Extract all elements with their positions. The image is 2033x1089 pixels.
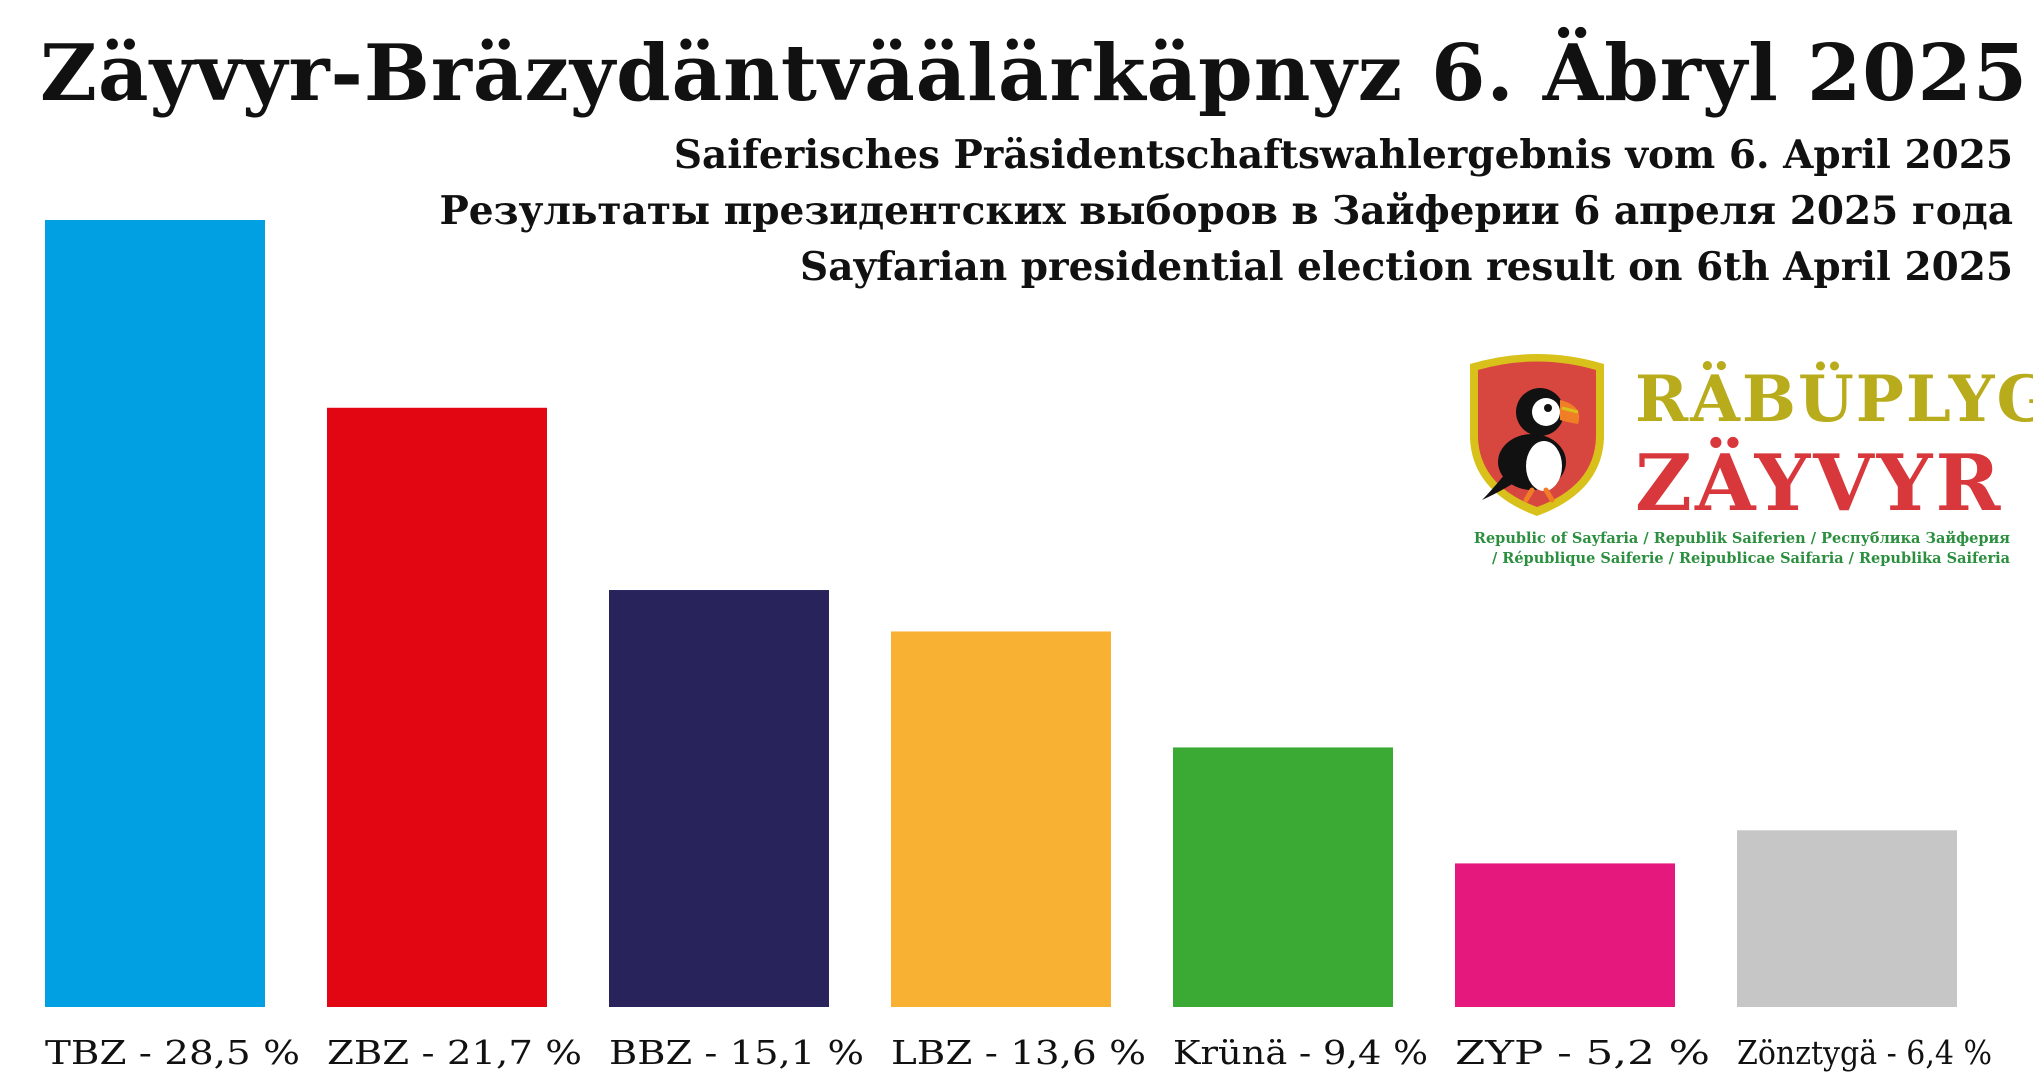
bar-label-zyp: ZYP - 5,2 % [1455,1033,1710,1072]
bar-label-krünä: Krünä - 9,4 % [1173,1033,1428,1072]
logo-word-sayfaria: ZÄYVYR [1635,438,2004,529]
bar-zbz [327,407,547,1007]
bar-label-lbz: LBZ - 13,6 % [891,1033,1146,1072]
logo-word-republic: RÄBÜPLYG [1635,362,2033,437]
bar-bbz [609,590,829,1007]
logo-names-line-1: Republic of Sayfaria / Republik Saiferie… [1473,530,2010,547]
bar-label-tbz: TBZ - 28,5 % [45,1033,300,1072]
bar-zyp [1455,863,1675,1007]
logo-names-line-2: / République Saiferie / Reipublicae Saif… [1491,550,2010,567]
bar-label-zönztygä: Zönztygä - 6,4 % [1737,1033,1992,1072]
bar-label-zbz: ZBZ - 21,7 % [327,1033,582,1072]
bar-zönztygä [1737,830,1957,1007]
bar-tbz [45,220,265,1007]
bar-lbz [891,631,1111,1007]
subtitle-english: Sayfarian presidential election result o… [800,244,2013,290]
subtitle-german: Saiferisches Präsidentschaftswahlergebni… [673,132,2013,178]
chart-title: Zäyvyr-Bräzydäntväälärkäpnyz 6. Äbryl 20… [40,28,2029,119]
subtitle-russian: Результаты президентских выборов в Зайфе… [439,188,2013,234]
bar-label-bbz: BBZ - 15,1 % [609,1033,864,1072]
puffin-shield-icon [1470,354,1604,516]
bar-krünä [1173,747,1393,1007]
